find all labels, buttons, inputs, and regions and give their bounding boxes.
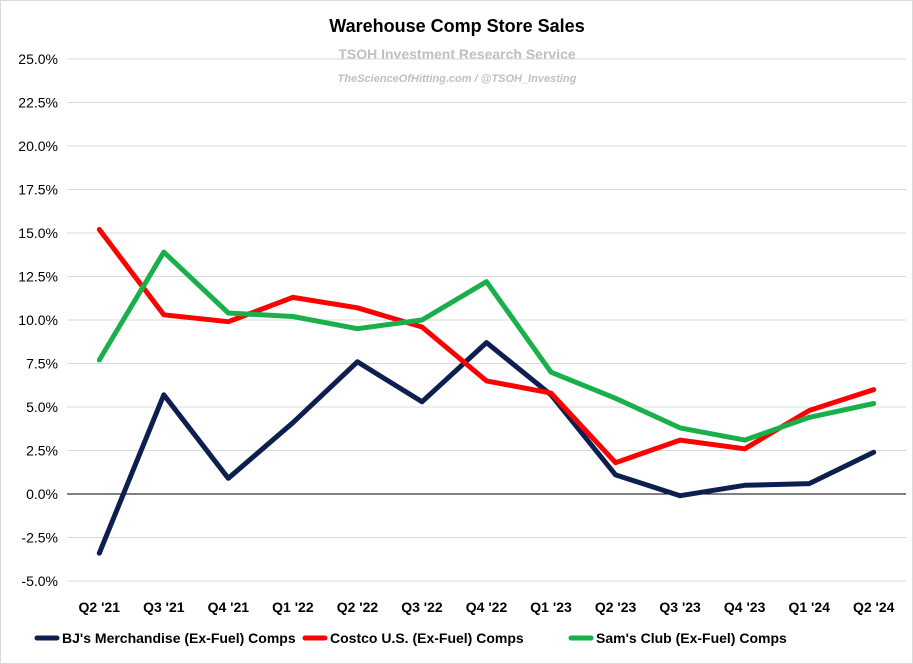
- y-tick-label: 22.5%: [18, 95, 58, 111]
- x-tick-label: Q2 '23: [595, 599, 637, 615]
- series-line-2: [96, 227, 877, 466]
- y-tick-label: 0.0%: [26, 486, 58, 502]
- series-lines: [96, 227, 877, 556]
- legend-label: Sam's Club (Ex-Fuel) Comps: [596, 630, 787, 646]
- x-axis-ticks: Q2 '21 Q3 '21 Q4 '21 Q1 '22 Q2 '22 Q3 '22 Q4 '…: [79, 599, 895, 615]
- y-tick-label: 7.5%: [26, 356, 58, 372]
- x-tick-label: Q1 '22: [272, 599, 314, 615]
- x-tick-label: Q3 '21: [143, 599, 185, 615]
- chart-subtitle: TSOH Investment Research Service: [338, 46, 576, 62]
- y-tick-label: 12.5%: [18, 269, 58, 285]
- x-tick-label: Q1 '24: [788, 599, 830, 615]
- y-tick-label: 25.0%: [18, 51, 58, 67]
- series-line-1: [96, 340, 877, 556]
- y-tick-label: -2.5%: [21, 530, 58, 546]
- x-tick-label: Q4 '21: [208, 599, 250, 615]
- x-tick-label: Q4 '23: [724, 599, 766, 615]
- x-tick-label: Q2 '21: [79, 599, 121, 615]
- y-tick-label: 2.5%: [26, 443, 58, 459]
- y-tick-label: -5.0%: [21, 573, 58, 589]
- y-tick-label: 17.5%: [18, 182, 58, 198]
- series-line-3: [96, 249, 877, 443]
- legend: BJ's Merchandise (Ex-Fuel) Comps Costco U…: [34, 630, 787, 646]
- chart-source: TheScienceOfHitting.com / @TSOH_Investin…: [338, 73, 577, 85]
- chart-title: Warehouse Comp Store Sales: [329, 16, 584, 36]
- x-tick-label: Q4 '22: [466, 599, 508, 615]
- y-tick-label: 10.0%: [18, 312, 58, 328]
- x-tick-label: Q3 '22: [401, 599, 443, 615]
- y-tick-label: 20.0%: [18, 138, 58, 154]
- x-tick-label: Q1 '23: [530, 599, 572, 615]
- x-tick-label: Q2 '24: [853, 599, 895, 615]
- x-tick-label: Q2 '22: [337, 599, 379, 615]
- y-tick-label: 5.0%: [26, 399, 58, 415]
- legend-label: BJ's Merchandise (Ex-Fuel) Comps: [62, 630, 296, 646]
- y-axis-ticks: 25.0% 22.5% 20.0% 17.5% 15.0% 12.5% 10.0% 7.5% 5…: [18, 51, 58, 589]
- x-tick-label: Q3 '23: [659, 599, 701, 615]
- legend-label: Costco U.S. (Ex-Fuel) Comps: [330, 630, 524, 646]
- y-tick-label: 15.0%: [18, 225, 58, 241]
- grid-lines: [67, 58, 906, 582]
